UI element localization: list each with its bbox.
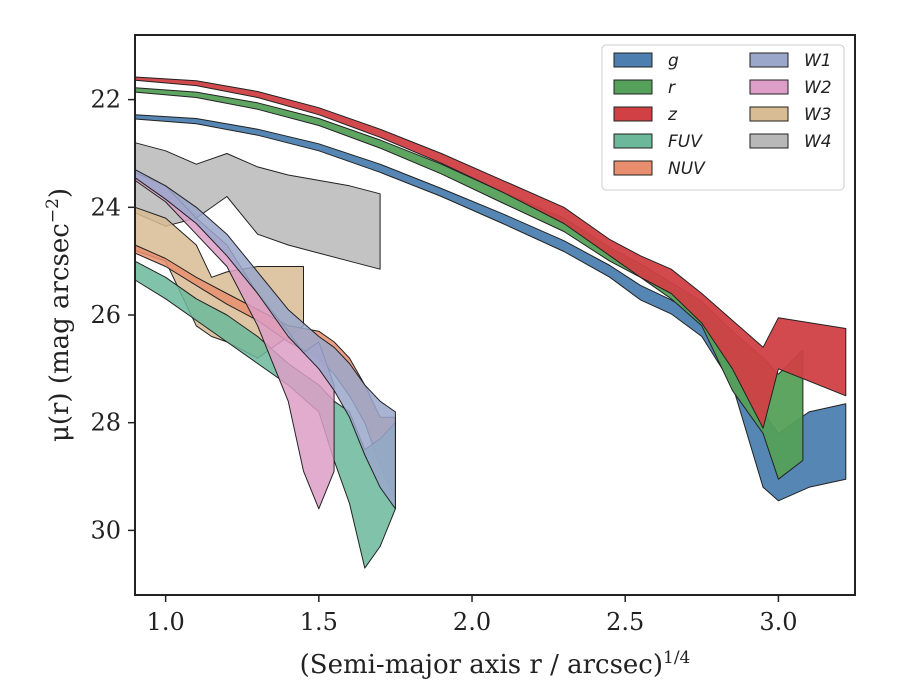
y-tick-label: 26 — [90, 301, 121, 329]
legend-swatch-z — [613, 106, 653, 122]
x-tick-label: 2.0 — [453, 608, 491, 636]
legend-label-z: z — [667, 105, 678, 125]
legend-label-r: r — [668, 78, 676, 98]
legend-label-NUV: NUV — [668, 159, 706, 179]
x-tick-label: 3.0 — [759, 608, 797, 636]
y-tick-label: 22 — [90, 86, 121, 114]
legend-label-W4: W4 — [804, 132, 832, 152]
legend-swatch-W3 — [749, 106, 789, 122]
legend-swatch-NUV — [613, 160, 653, 176]
y-axis-label: μ(r) (mag arcsec−2) — [43, 188, 75, 442]
x-tick-label: 1.5 — [300, 608, 338, 636]
legend: grz FUV NUV W1 W2 W3 W4 — [601, 44, 845, 191]
x-axis-label: (Semi-major axis r / arcsec)1/4 — [300, 648, 691, 680]
y-tick-label: 28 — [90, 409, 121, 437]
legend-label-g: g — [668, 51, 679, 71]
band-W1 — [134, 169, 396, 510]
legend-label-W1: W1 — [804, 51, 832, 71]
y-axis-ticks: 22 24 26 28 30 — [90, 86, 135, 544]
legend-swatch-W1 — [749, 52, 789, 68]
y-tick-label: 30 — [90, 516, 121, 544]
x-tick-label: 2.5 — [606, 608, 644, 636]
legend-label-W3: W3 — [804, 105, 832, 125]
legend-swatch-W4 — [749, 133, 789, 149]
x-tick-label: 1.0 — [147, 608, 185, 636]
band-z — [134, 76, 847, 429]
legend-swatch-r — [613, 79, 653, 95]
series-bands — [134, 76, 847, 569]
legend-swatch-g — [613, 52, 653, 68]
legend-label-FUV: FUV — [668, 132, 703, 152]
legend-swatch-W2 — [749, 79, 789, 95]
x-axis-ticks: 1.0 1.5 2.0 2.5 3.0 — [147, 595, 797, 636]
legend-swatch-FUV — [613, 133, 653, 149]
legend-label-W2: W2 — [804, 78, 832, 98]
y-tick-label: 24 — [90, 193, 121, 221]
